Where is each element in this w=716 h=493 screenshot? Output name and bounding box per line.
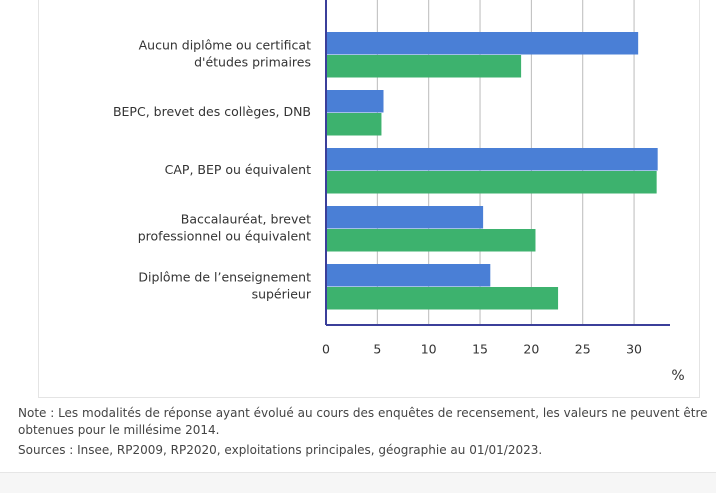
bar [326, 55, 522, 78]
y-tick-label: BEPC, brevet des collèges, DNB [113, 104, 311, 119]
notes: Note : Les modalités de réponse ayant év… [18, 405, 716, 462]
y-tick-label: professionnel ou équivalent [138, 229, 311, 244]
y-tick-label: CAP, BEP ou équivalent [165, 162, 311, 177]
x-tick-label: 20 [523, 342, 539, 357]
bar [326, 171, 657, 194]
x-tick-label: 30 [626, 342, 642, 357]
bar [326, 90, 384, 113]
sources: Sources : Insee, RP2009, RP2020, exploit… [18, 443, 543, 457]
x-tick-label: 10 [421, 342, 437, 357]
x-tick-label: 0 [322, 342, 330, 357]
x-axis-label: % [671, 368, 684, 384]
x-tick-label: 5 [373, 342, 381, 357]
y-tick-label: Aucun diplôme ou certificat [139, 38, 311, 53]
y-tick-label: Baccalauréat, brevet [181, 212, 311, 227]
y-tick-label: d'études primaires [194, 55, 311, 70]
footer-strip [0, 472, 716, 493]
y-tick-label: Diplôme de l’enseignement [138, 270, 311, 285]
y-tick-label: supérieur [252, 287, 312, 302]
bar [326, 32, 639, 55]
bar [326, 206, 484, 229]
bar [326, 264, 491, 287]
bar [326, 113, 382, 136]
bar [326, 148, 658, 171]
bar [326, 229, 536, 252]
chart-card [38, 0, 700, 398]
note: Note : Les modalités de réponse ayant év… [18, 406, 708, 437]
bar [326, 287, 559, 310]
x-tick-label: 15 [472, 342, 488, 357]
chart: % 0 5 10 15 20 25 30 Aucun diplôme ou certifica… [113, 0, 685, 384]
x-tick-label: 25 [575, 342, 591, 357]
